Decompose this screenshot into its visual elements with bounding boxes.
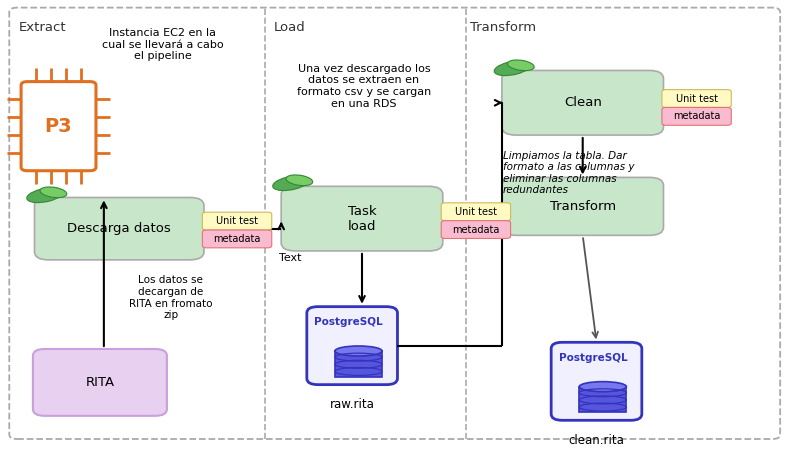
FancyBboxPatch shape (441, 221, 510, 239)
Text: Extract: Extract (19, 22, 66, 34)
FancyBboxPatch shape (662, 90, 732, 107)
FancyBboxPatch shape (33, 349, 167, 416)
Text: RITA: RITA (85, 376, 115, 389)
FancyBboxPatch shape (502, 177, 664, 235)
Text: Clean: Clean (564, 96, 602, 109)
Ellipse shape (27, 188, 62, 202)
Text: Instancia EC2 en la
cual se llevará a cabo
el pipeline: Instancia EC2 en la cual se llevará a ca… (102, 28, 224, 61)
FancyBboxPatch shape (202, 230, 272, 248)
FancyBboxPatch shape (35, 198, 204, 260)
FancyBboxPatch shape (282, 186, 443, 251)
Text: Text: Text (279, 253, 301, 263)
FancyBboxPatch shape (202, 212, 272, 230)
FancyBboxPatch shape (551, 342, 642, 420)
Text: raw.rita: raw.rita (330, 398, 375, 411)
Text: Unit test: Unit test (676, 93, 717, 104)
Text: metadata: metadata (452, 225, 500, 235)
Text: metadata: metadata (673, 111, 721, 121)
Text: Load: Load (274, 22, 305, 34)
Text: Una vez descargado los
datos se extraen en
formato csv y se cargan
en una RDS: Una vez descargado los datos se extraen … (297, 64, 431, 109)
Ellipse shape (335, 346, 382, 356)
Text: Descarga datos: Descarga datos (67, 222, 171, 235)
Bar (579, 387, 626, 413)
Text: Transform: Transform (471, 22, 536, 34)
FancyBboxPatch shape (307, 307, 397, 385)
Text: Transform: Transform (550, 200, 615, 213)
Text: PostgreSQL: PostgreSQL (314, 317, 383, 327)
Ellipse shape (286, 175, 312, 186)
Bar (335, 351, 382, 377)
Ellipse shape (40, 187, 66, 198)
Text: Unit test: Unit test (455, 207, 497, 217)
Text: Los datos se
decargan de
RITA en fromato
zip: Los datos se decargan de RITA en fromato… (129, 276, 213, 320)
Ellipse shape (579, 382, 626, 391)
Text: metadata: metadata (214, 234, 261, 244)
FancyBboxPatch shape (662, 107, 732, 125)
Text: clean.rita: clean.rita (569, 434, 624, 446)
Ellipse shape (273, 176, 308, 191)
Ellipse shape (508, 60, 534, 71)
Text: PostgreSQL: PostgreSQL (558, 353, 627, 363)
Text: Unit test: Unit test (216, 216, 258, 226)
Text: Limpiamos la tabla. Dar
formato a las columnas y
eliminar las columnas
redundant: Limpiamos la tabla. Dar formato a las co… (503, 151, 634, 195)
Ellipse shape (494, 61, 530, 76)
Text: P3: P3 (45, 117, 72, 136)
Text: Task
load: Task load (348, 205, 377, 233)
FancyBboxPatch shape (441, 203, 510, 221)
FancyBboxPatch shape (21, 82, 96, 171)
FancyBboxPatch shape (502, 70, 664, 135)
